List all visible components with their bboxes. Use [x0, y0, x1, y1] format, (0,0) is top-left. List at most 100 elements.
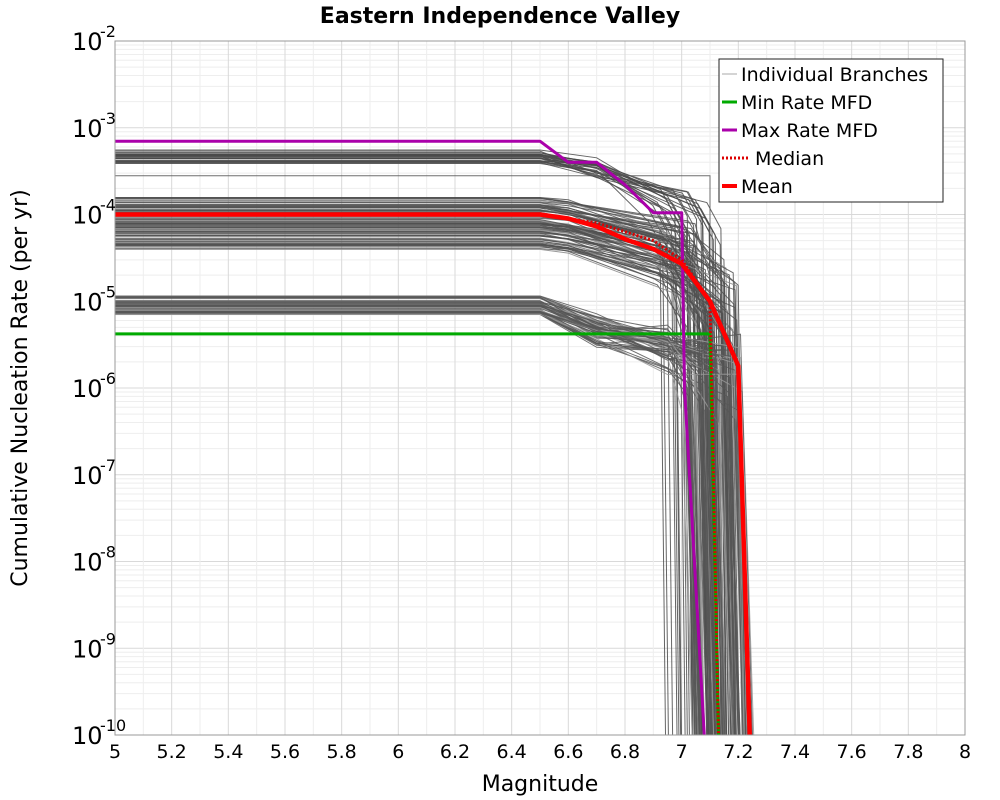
x-tick-label: 6.8	[610, 741, 640, 763]
branch-line	[115, 302, 740, 736]
branch-line	[115, 309, 705, 736]
y-tick-exponent: -2	[100, 22, 116, 41]
branch-line	[115, 204, 703, 736]
y-tick-label: 10-5	[72, 282, 116, 316]
branch-line	[115, 202, 736, 736]
branch-line	[115, 296, 705, 736]
y-tick-exponent: -5	[100, 282, 116, 301]
branch-line	[115, 204, 708, 736]
x-tick-label: 7.2	[723, 741, 753, 763]
x-tick-label: 7.4	[780, 741, 810, 763]
branch-line	[115, 297, 713, 736]
branch-line	[115, 312, 741, 736]
legend-label: Mean	[741, 176, 793, 198]
branch-line	[115, 296, 723, 736]
legend-label: Individual Branches	[741, 64, 928, 86]
branch-line	[115, 310, 702, 736]
y-tick-exponent: -8	[100, 543, 116, 562]
x-tick-label: 5.4	[213, 741, 243, 763]
x-tick-label: 7.8	[893, 741, 923, 763]
branch-line	[115, 312, 726, 736]
y-tick-label: 10-2	[72, 22, 116, 56]
branch-line	[115, 313, 726, 736]
y-tick-exponent: -4	[100, 196, 116, 215]
branch-line	[115, 307, 731, 736]
branch-line	[115, 313, 753, 736]
branch-line	[115, 240, 716, 736]
legend-label: Median	[755, 148, 824, 170]
branch-line	[115, 206, 709, 736]
y-axis-label: Cumulative Nucleation Rate (per yr)	[8, 189, 33, 587]
branch-line	[115, 202, 736, 736]
y-tick-base: 10	[72, 115, 103, 143]
y-tick-base: 10	[72, 202, 103, 230]
y-tick-exponent: -10	[100, 716, 126, 735]
branch-line	[115, 296, 717, 736]
branch-line	[115, 207, 735, 736]
x-tick-label: 7.6	[837, 741, 867, 763]
branch-line	[115, 313, 733, 736]
series-line-max-rate-mfd	[115, 139, 706, 736]
branch-line	[115, 310, 698, 736]
branch-line	[115, 219, 740, 736]
legend-item: Max Rate MFD	[722, 120, 878, 142]
branch-line	[115, 313, 745, 736]
x-tick-label: 5	[109, 741, 121, 763]
branch-line	[115, 301, 720, 736]
legend-label: Max Rate MFD	[741, 120, 878, 142]
branch-line	[115, 295, 753, 736]
legend-item: Median	[722, 148, 824, 170]
legend-label: Min Rate MFD	[741, 92, 872, 114]
x-axis-label: Magnitude	[482, 772, 599, 797]
branch-line	[115, 314, 715, 736]
branch-line	[115, 197, 697, 736]
branch-line	[115, 302, 745, 736]
x-tick-label: 6.6	[553, 741, 583, 763]
x-tick-label: 5.6	[270, 741, 300, 763]
branch-line	[115, 199, 700, 736]
y-tick-labels: 10-210-310-410-510-610-710-810-910-10	[72, 22, 126, 750]
branch-line	[115, 308, 739, 736]
y-tick-base: 10	[72, 28, 103, 56]
branch-line	[115, 313, 750, 736]
branch-line	[115, 206, 746, 736]
branch-line	[115, 313, 741, 736]
branch-line	[115, 242, 736, 736]
y-tick-base: 10	[72, 462, 103, 490]
y-tick-exponent: -6	[100, 369, 116, 388]
x-tick-labels: 5 5.2 5.4 5.6 5.8 6 6.2 6.4 6.6 6.8 7 7.2 7.4 7.6 7.8 8	[109, 741, 971, 763]
branch-line	[115, 206, 719, 736]
branch-line	[115, 302, 724, 736]
x-tick-label: 6	[392, 741, 404, 763]
branch-line	[115, 301, 693, 736]
y-tick-label: 10-8	[72, 543, 116, 577]
branch-line	[115, 244, 726, 736]
x-tick-label: 5.8	[327, 741, 357, 763]
branch-line	[115, 296, 713, 736]
branch-line	[115, 206, 712, 736]
branch-line	[115, 310, 744, 736]
branch-line	[115, 303, 706, 736]
x-tick-label: 6.2	[440, 741, 470, 763]
y-tick-base: 10	[72, 722, 103, 750]
branch-line	[115, 206, 731, 736]
y-tick-exponent: -7	[100, 456, 116, 475]
y-tick-label: 10-7	[72, 456, 116, 490]
branches-layer	[115, 149, 755, 736]
branch-line	[115, 197, 701, 736]
branch-line	[115, 310, 700, 736]
legend-item: Mean	[722, 176, 793, 198]
x-tick-label: 6.4	[497, 741, 527, 763]
chart-title: Eastern Independence Valley	[320, 4, 680, 29]
legend: Individual Branches Min Rate MFD Max Rate …	[718, 58, 944, 203]
branch-line	[115, 312, 744, 736]
branch-line	[115, 207, 715, 736]
branch-line	[115, 312, 720, 736]
plot-frame	[114, 40, 966, 736]
branch-line	[115, 296, 713, 736]
x-tick-label: 7	[676, 741, 688, 763]
y-tick-base: 10	[72, 288, 103, 316]
series-layer	[115, 139, 752, 736]
x-tick-label: 8	[959, 741, 971, 763]
